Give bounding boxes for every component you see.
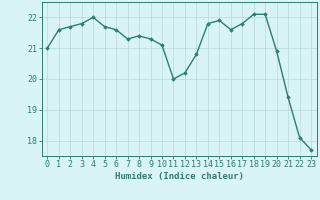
X-axis label: Humidex (Indice chaleur): Humidex (Indice chaleur) xyxy=(115,172,244,181)
